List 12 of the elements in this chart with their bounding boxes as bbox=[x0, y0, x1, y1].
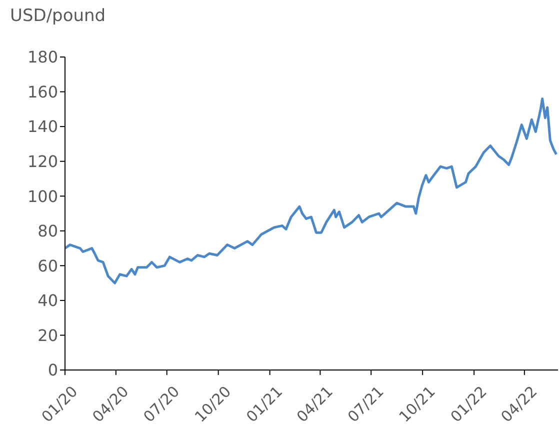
y-tick-label: 100 bbox=[27, 186, 58, 206]
y-tick-label: 180 bbox=[27, 48, 58, 67]
y-tick-label: 160 bbox=[27, 82, 58, 102]
y-tick-label: 40 bbox=[38, 291, 58, 310]
y-tick-label: 120 bbox=[27, 152, 58, 172]
y-axis-title: USD/pound bbox=[10, 6, 106, 26]
y-tick-label: 80 bbox=[38, 222, 58, 241]
y-tick-label: 140 bbox=[27, 117, 58, 136]
y-tick-label: 20 bbox=[38, 326, 58, 345]
y-tick-label: 0 bbox=[48, 360, 58, 380]
y-tick-label: 60 bbox=[38, 256, 58, 276]
line-series bbox=[65, 97, 558, 284]
